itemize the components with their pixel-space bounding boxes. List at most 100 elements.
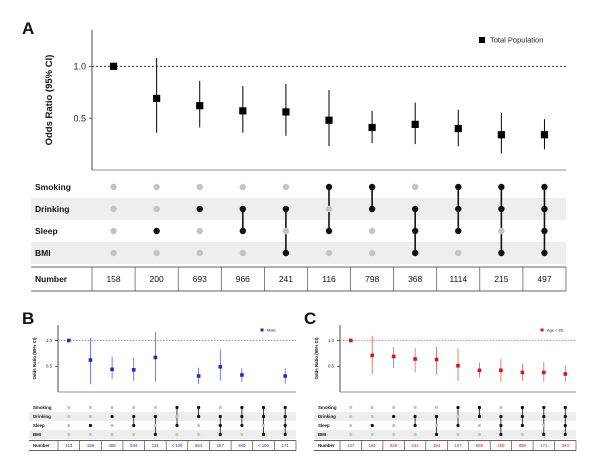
a-matrix-dot — [455, 183, 462, 191]
a-matrix-dot — [282, 249, 290, 257]
c-number-value: 181 — [369, 443, 377, 448]
panel-label-c: C — [304, 309, 316, 328]
b-matrix-dot — [132, 405, 136, 410]
a-matrix-dot — [153, 249, 160, 257]
a-matrix-dot — [196, 227, 203, 235]
c-number-value: 184 — [433, 443, 441, 448]
a-number-value: 497 — [537, 274, 551, 284]
c-matrix-dot — [349, 423, 353, 428]
b-matrix-dot — [240, 414, 244, 419]
c-matrix-dot — [434, 423, 439, 428]
b-odds-ratio-marker — [153, 355, 158, 360]
b-odds-ratio-marker — [240, 373, 244, 377]
a-y-axis-label: Odds Ratio (95% CI) — [44, 55, 55, 146]
c-number-value: 549 — [390, 443, 398, 448]
b-number-value: 368 — [109, 443, 117, 448]
b-matrix-dot — [110, 405, 114, 410]
a-matrix-dot — [153, 227, 160, 235]
b-y-tick-label: 0.5 — [46, 364, 53, 369]
b-matrix-dot — [175, 432, 179, 437]
b-number-value: < 100 — [172, 443, 183, 448]
c-odds-ratio-marker — [520, 370, 525, 375]
c-matrix-dot — [499, 405, 503, 410]
c-odds-ratio-marker — [391, 354, 396, 359]
c-matrix-dot — [520, 414, 524, 419]
a-odds-ratio-marker — [325, 116, 333, 124]
c-matrix-dot — [392, 432, 396, 437]
a-matrix-dot — [239, 227, 247, 235]
a-matrix-dot — [196, 249, 203, 257]
b-matrix-dot — [261, 423, 266, 428]
b-matrix-dot — [175, 423, 179, 428]
c-matrix-dot — [542, 432, 546, 437]
panel-label-b: B — [22, 309, 34, 328]
a-matrix-row-stripe — [31, 242, 566, 264]
b-matrix-dot — [67, 432, 71, 437]
c-number-value: 259 — [497, 443, 505, 448]
b-set-label: Smoking — [33, 405, 52, 410]
c-matrix-dot — [563, 405, 567, 410]
a-matrix-dot — [282, 183, 290, 191]
b-number-value: 840 — [238, 443, 246, 448]
c-matrix-dot — [477, 414, 482, 419]
c-matrix-row-stripe — [314, 430, 576, 439]
a-matrix-dot — [455, 227, 462, 235]
c-set-label: Drinking — [318, 414, 336, 419]
a-matrix-dot — [239, 205, 247, 213]
a-odds-ratio-marker — [153, 94, 161, 103]
b-set-label: BMI — [33, 432, 41, 437]
b-number-value: 564 — [195, 443, 203, 448]
a-matrix-dot — [325, 183, 333, 191]
c-matrix-dot — [456, 405, 460, 410]
a-number-value: 215 — [494, 274, 508, 284]
b-matrix-dot — [88, 414, 93, 419]
b-number-value: 171 — [282, 443, 290, 448]
b-matrix-dot — [132, 432, 136, 437]
b-matrix-dot — [67, 423, 71, 428]
a-matrix-dot — [498, 205, 505, 213]
b-matrix-dot — [197, 414, 201, 419]
c-number-value: 107 — [454, 443, 462, 448]
a-number-value: 158 — [106, 274, 120, 284]
a-odds-ratio-marker — [282, 108, 290, 116]
b-matrix-dot — [218, 405, 222, 410]
b-number-label: Number — [33, 443, 50, 448]
a-odds-ratio-marker — [454, 124, 462, 133]
a-matrix-dot — [541, 227, 548, 235]
b-matrix-dot — [67, 414, 71, 419]
c-matrix-dot — [520, 405, 524, 410]
b-matrix-dot — [197, 405, 201, 410]
c-number-value: 644 — [412, 443, 420, 448]
b-number-value: 159 — [87, 443, 95, 448]
a-number-value: 693 — [193, 274, 207, 284]
a-y-tick-label: 1.0 — [73, 61, 86, 71]
a-number-value: 116 — [322, 274, 336, 284]
a-matrix-dot — [110, 205, 117, 213]
b-matrix-dot — [218, 423, 222, 428]
c-odds-ratio-marker — [413, 357, 417, 361]
a-matrix-dot — [455, 205, 462, 213]
c-matrix-dot — [563, 423, 567, 428]
b-matrix-dot — [132, 414, 136, 419]
c-matrix-dot — [413, 423, 417, 428]
a-odds-ratio-marker — [368, 123, 376, 132]
a-matrix-dot — [196, 205, 203, 213]
a-matrix-dot — [368, 183, 376, 191]
b-number-value: 131 — [152, 443, 160, 448]
b-odds-ratio-marker — [196, 374, 201, 378]
c-matrix-dot — [499, 432, 503, 437]
c-legend-label: Age < 65 — [547, 327, 564, 332]
b-matrix-dot — [110, 414, 114, 419]
c-odds-ratio-marker — [563, 372, 568, 376]
a-matrix-dot — [239, 183, 247, 191]
b-y-tick-label: 1.0 — [46, 338, 53, 343]
b-matrix-dot — [153, 414, 157, 419]
b-matrix-dot — [88, 405, 93, 410]
c-odds-ratio-marker — [456, 363, 460, 368]
a-matrix-dot — [325, 205, 333, 213]
b-odds-ratio-marker — [283, 374, 287, 378]
c-odds-ratio-marker — [434, 357, 439, 362]
a-matrix-dot — [411, 227, 419, 235]
a-matrix-dot — [325, 249, 333, 257]
